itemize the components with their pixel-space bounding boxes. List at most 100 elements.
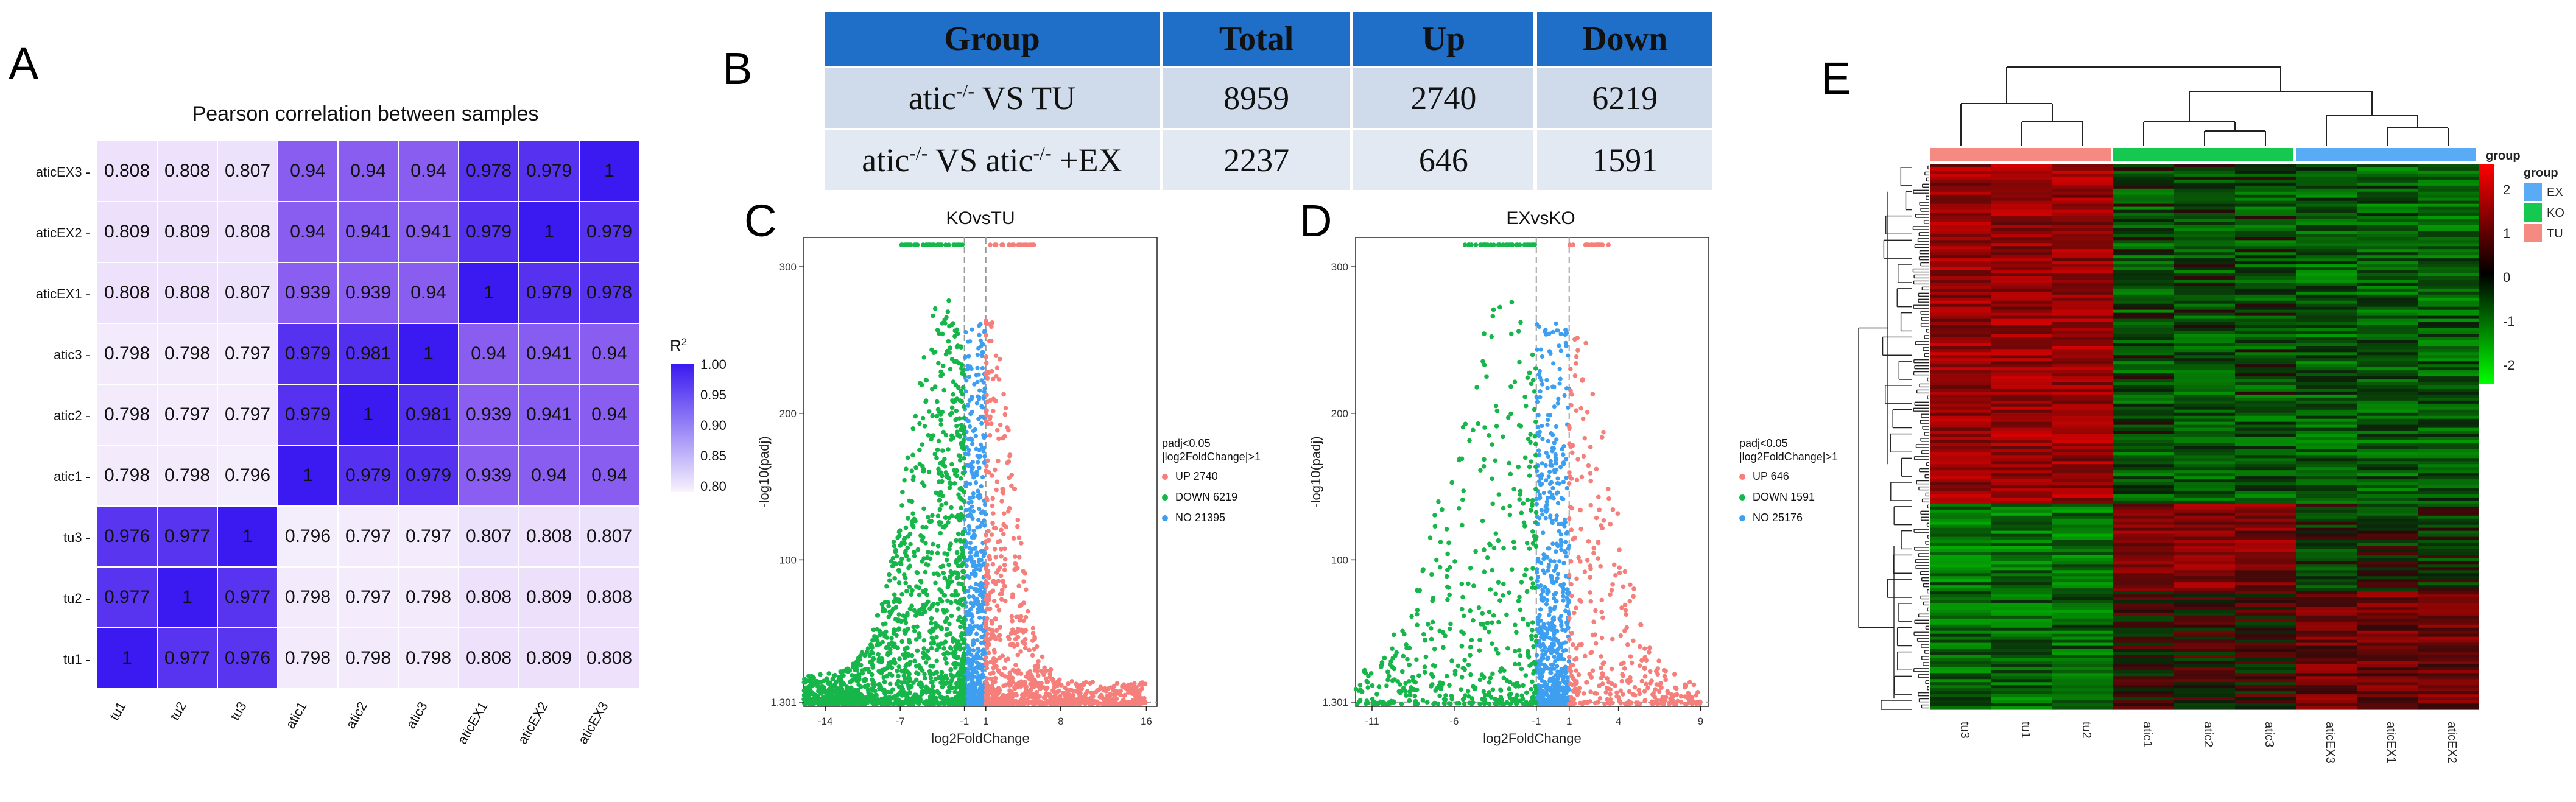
point-up <box>1652 694 1657 700</box>
point-up <box>1039 669 1044 674</box>
point-no <box>971 641 976 646</box>
point-up <box>1021 702 1027 706</box>
point-no <box>1545 591 1550 596</box>
point-up <box>1618 688 1624 693</box>
heatmap-cells <box>1930 164 2479 710</box>
point-up <box>1581 454 1586 459</box>
point-no <box>1549 495 1554 500</box>
point-no <box>980 414 985 419</box>
point-down <box>887 671 892 677</box>
point-down <box>902 618 907 623</box>
header-total: Total <box>1163 12 1350 66</box>
point-down <box>1474 385 1479 390</box>
point-up <box>1001 522 1006 527</box>
point-down <box>836 675 842 680</box>
point-no <box>982 389 987 394</box>
point-down <box>958 476 963 481</box>
point-up <box>987 627 992 632</box>
legend-label: DOWN 6219 <box>1175 491 1238 503</box>
point-down <box>1533 544 1539 549</box>
point-no <box>1535 431 1540 435</box>
point-down <box>1487 680 1492 685</box>
point-up <box>1002 568 1007 572</box>
point-down <box>921 506 926 512</box>
point-no <box>970 504 974 509</box>
point-up <box>1047 668 1052 673</box>
correlation-cell: 1 <box>399 324 458 384</box>
point-no <box>976 558 981 563</box>
colorbar-tick: 1.00 <box>700 357 727 372</box>
point-down <box>956 242 961 247</box>
point-no <box>1562 524 1567 529</box>
correlation-cell: 0.978 <box>459 141 518 201</box>
point-no <box>1541 636 1546 641</box>
point-down <box>944 472 949 477</box>
point-down <box>1407 662 1412 667</box>
point-no <box>1537 452 1542 457</box>
point-down <box>926 550 931 555</box>
point-up <box>1028 681 1033 687</box>
point-down <box>887 695 892 700</box>
point-no <box>1541 557 1546 561</box>
point-down <box>931 671 936 677</box>
point-down <box>944 557 949 563</box>
point-up <box>992 547 998 552</box>
correlation-cell: 1 <box>158 568 217 627</box>
point-no <box>979 484 984 489</box>
point-up <box>1631 586 1636 591</box>
point-up <box>991 666 996 670</box>
point-up <box>1131 683 1136 688</box>
point-up <box>1628 700 1634 705</box>
point-down <box>1519 580 1524 585</box>
point-down <box>906 516 910 521</box>
point-down <box>1490 687 1496 692</box>
point-down <box>923 675 927 681</box>
point-down <box>1407 692 1413 698</box>
point-up <box>1601 429 1606 435</box>
point-up <box>1590 392 1596 397</box>
point-up <box>1600 673 1606 678</box>
point-up <box>1589 242 1594 247</box>
point-down <box>899 700 904 705</box>
point-down <box>1432 647 1437 652</box>
heatmap-column-label: tu1 <box>2019 722 2032 739</box>
point-no <box>1554 649 1558 654</box>
row-up: 2740 <box>1353 68 1534 128</box>
point-down <box>1468 653 1473 658</box>
point-down <box>958 539 963 544</box>
point-no <box>1543 645 1547 650</box>
point-down <box>1507 695 1513 700</box>
point-down <box>948 345 952 350</box>
point-down <box>921 355 927 360</box>
point-no <box>980 445 985 450</box>
point-down <box>884 698 889 704</box>
point-no <box>1562 549 1567 554</box>
point-up <box>1047 700 1052 706</box>
point-down <box>1471 684 1476 689</box>
point-down <box>954 550 960 555</box>
point-up <box>990 376 996 382</box>
point-no <box>1547 685 1552 691</box>
point-up <box>1647 669 1653 674</box>
point-up <box>1660 701 1666 706</box>
point-up <box>1608 697 1613 702</box>
point-down <box>1468 672 1473 677</box>
point-no <box>975 624 980 629</box>
point-up <box>1647 650 1652 655</box>
point-down <box>1516 661 1522 667</box>
point-up <box>1030 675 1035 680</box>
point-down <box>1452 559 1457 564</box>
point-no <box>1552 628 1557 633</box>
point-down <box>1459 581 1465 586</box>
point-down <box>1533 441 1538 446</box>
point-up <box>1611 562 1617 568</box>
point-no <box>1552 404 1557 409</box>
point-down <box>1460 594 1465 600</box>
x-tick-label: -1 <box>960 716 969 727</box>
point-no <box>1537 492 1542 498</box>
point-up <box>1608 521 1613 527</box>
point-down <box>1466 694 1471 699</box>
point-no <box>1547 413 1552 418</box>
deg-summary-table: Group Total Up Down atic-/- VS TU 8959 2… <box>821 10 1716 192</box>
point-down <box>1430 682 1435 687</box>
